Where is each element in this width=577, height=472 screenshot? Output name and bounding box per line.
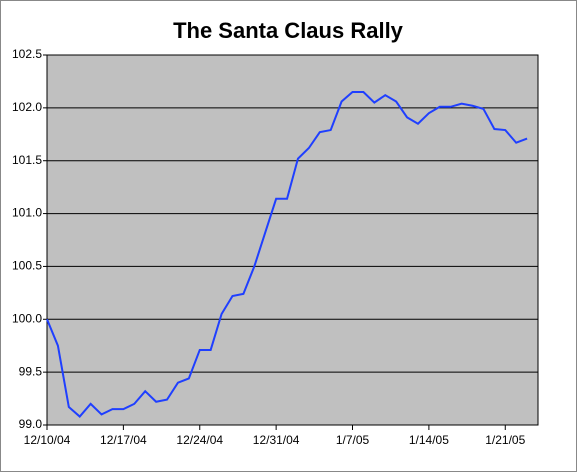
x-tick-label: 1/14/05 — [409, 433, 449, 447]
x-tick-label: 12/17/04 — [100, 433, 147, 447]
y-tick-label: 102.0 — [12, 100, 42, 114]
y-tick-label: 101.5 — [12, 153, 42, 167]
y-tick-label: 99.5 — [19, 364, 43, 378]
plot-area — [47, 55, 538, 425]
y-tick-label: 100.5 — [12, 259, 42, 273]
x-tick-label: 1/7/05 — [336, 433, 370, 447]
x-tick-label: 12/10/04 — [24, 433, 71, 447]
y-tick-label: 100.0 — [12, 311, 42, 325]
data-line — [46, 91, 528, 418]
y-tick-label: 102.5 — [12, 47, 42, 61]
chart-title: The Santa Claus Rally — [173, 18, 404, 43]
y-tick-label: 99.0 — [19, 417, 43, 431]
x-tick-label: 12/24/04 — [176, 433, 223, 447]
x-tick-label: 1/21/05 — [485, 433, 525, 447]
x-tick-label: 12/31/04 — [253, 433, 300, 447]
plot-border — [46, 54, 539, 426]
y-tick-label: 101.0 — [12, 206, 42, 220]
